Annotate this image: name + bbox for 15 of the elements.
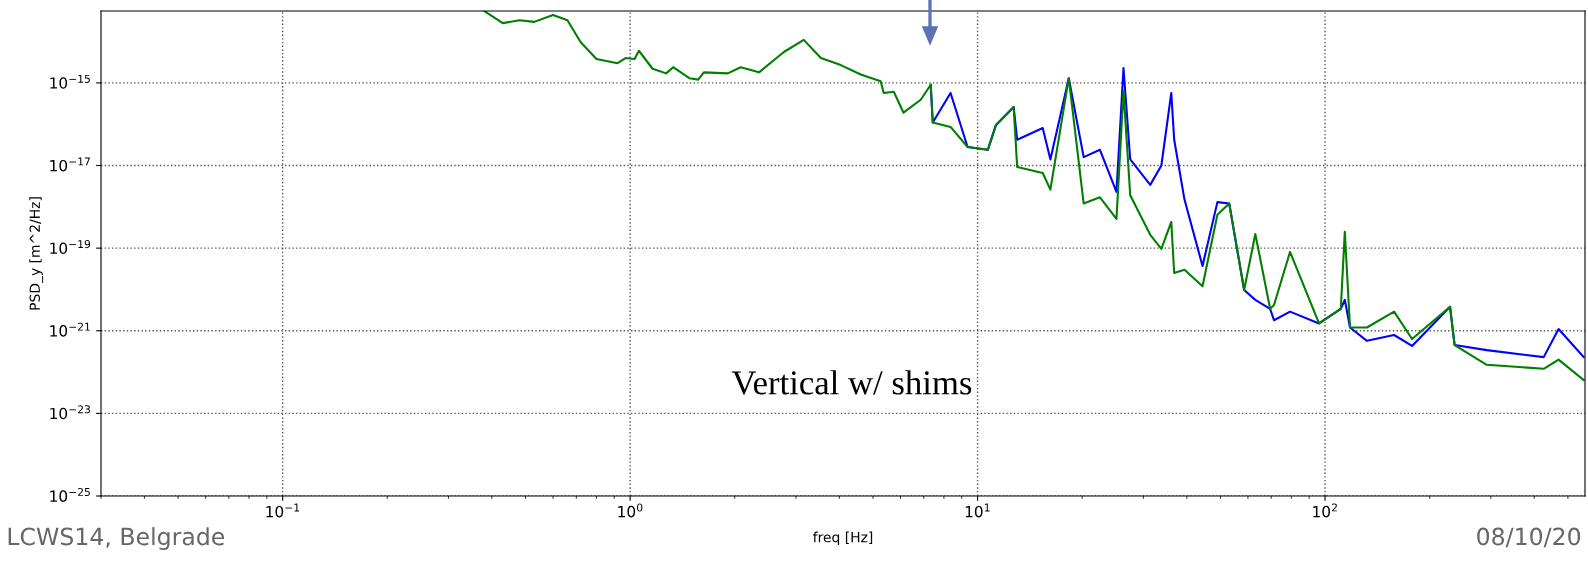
x-tick-label: 10$^{−1}$: [266, 503, 300, 518]
y-tick-label: 10$^{−17}$: [50, 157, 90, 172]
text: LCWS14, Belgrade: [8, 527, 225, 550]
annotation: Vertical w/ shims: [731, 370, 972, 395]
y-axis-title: PSD_y [m^2/Hz]: [29, 197, 44, 310]
y-tick-label: 10$^{−15}$: [50, 74, 90, 89]
text: 08/10/20: [1477, 527, 1581, 548]
y-tick-label: 10$^{−23}$: [50, 405, 90, 420]
y-tick-label: 10$^{−21}$: [50, 322, 90, 337]
x-tick-label: 10$^{2}$: [1313, 503, 1337, 518]
y-tick-label: 10$^{−25}$: [50, 487, 90, 502]
x-tick-label: 10$^{0}$: [618, 503, 643, 518]
y-tick-label: 10$^{−19}$: [50, 240, 91, 255]
x-axis-title: freq [Hz]: [813, 531, 873, 546]
x-tick-label: 10$^{1}$: [965, 503, 990, 518]
